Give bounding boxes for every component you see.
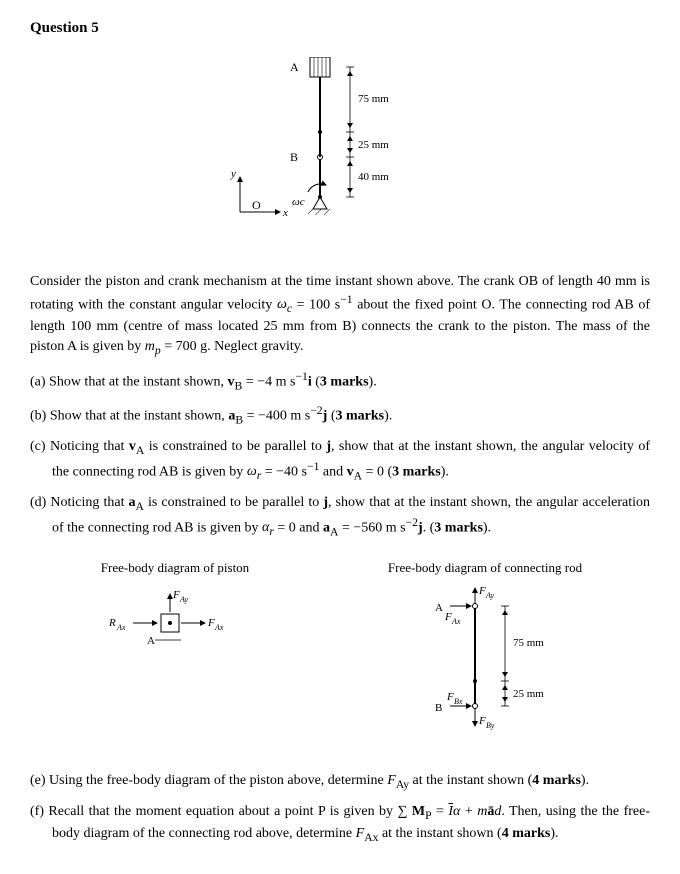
fbd-piston: Free-body diagram of piston F Ay F Ax R … bbox=[85, 560, 265, 741]
problem-statement: Consider the piston and crank mechanism … bbox=[30, 272, 650, 359]
fbd-piston-A: A bbox=[147, 635, 155, 647]
dim-25: 25 mm bbox=[358, 139, 389, 151]
part-e: (e) Using the free-body diagram of the p… bbox=[30, 771, 650, 793]
svg-text:F: F bbox=[444, 611, 452, 623]
fbd-dim-75: 75 mm bbox=[513, 637, 544, 649]
mechanism-figure: x y O ωc B A 75 mm 25 mm 40 mm bbox=[30, 57, 650, 242]
svg-text:F: F bbox=[172, 589, 180, 601]
fbd-rod: Free-body diagram of connecting rod A B … bbox=[375, 560, 595, 741]
fbd-piston-title: Free-body diagram of piston bbox=[85, 560, 265, 576]
label-wc: ωc bbox=[292, 196, 305, 208]
axis-y: y bbox=[230, 168, 236, 180]
axis-x: x bbox=[282, 207, 288, 219]
fbd-rod-A: A bbox=[435, 602, 443, 614]
svg-text:By: By bbox=[486, 721, 495, 730]
label-O: O bbox=[252, 198, 261, 212]
part-d: (d) Noticing that aA is constrained to b… bbox=[30, 493, 650, 541]
fbd-dim-25: 25 mm bbox=[513, 688, 544, 700]
svg-text:R: R bbox=[108, 617, 116, 629]
svg-text:Ax: Ax bbox=[451, 617, 461, 626]
dim-40: 40 mm bbox=[358, 171, 389, 183]
fay-sub: Ay bbox=[179, 595, 188, 604]
svg-text:F: F bbox=[207, 617, 215, 629]
fbd-row: Free-body diagram of piston F Ay F Ax R … bbox=[30, 560, 650, 741]
fbd-rod-title: Free-body diagram of connecting rod bbox=[375, 560, 595, 576]
svg-text:Ay: Ay bbox=[485, 591, 494, 600]
svg-text:F: F bbox=[446, 691, 454, 703]
svg-text:Ax: Ax bbox=[116, 623, 126, 632]
part-a: (a) Show that at the instant shown, vB =… bbox=[30, 369, 650, 395]
svg-text:Bx: Bx bbox=[454, 697, 463, 706]
fbd-rod-B: B bbox=[435, 702, 442, 714]
label-A: A bbox=[290, 60, 299, 74]
svg-text:Ax: Ax bbox=[214, 623, 224, 632]
part-f: (f) Recall that the moment equation abou… bbox=[30, 802, 650, 846]
part-c: (c) Noticing that vA is constrained to b… bbox=[30, 437, 650, 485]
label-B: B bbox=[290, 150, 298, 164]
dim-75: 75 mm bbox=[358, 93, 389, 105]
part-b: (b) Show that at the instant shown, aB =… bbox=[30, 403, 650, 429]
question-heading: Question 5 bbox=[30, 20, 650, 37]
svg-text:F: F bbox=[478, 586, 486, 597]
svg-text:F: F bbox=[478, 715, 486, 727]
